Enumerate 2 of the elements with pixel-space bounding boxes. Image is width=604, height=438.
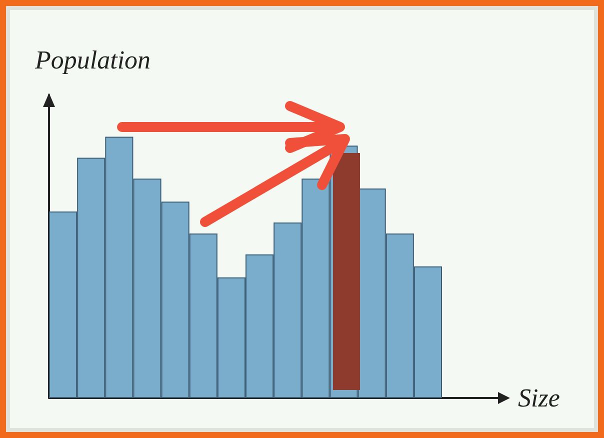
x-axis-title: Size [518, 384, 560, 412]
y-axis-title: Population [34, 46, 151, 74]
